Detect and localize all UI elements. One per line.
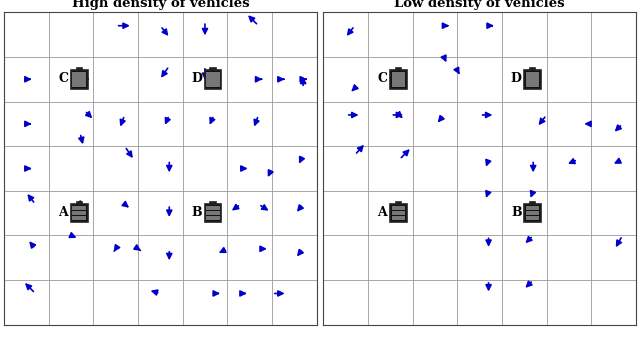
Bar (72, 77, 86, 82)
Bar (206, 77, 220, 82)
Bar (525, 206, 539, 210)
Title: High density of vehicles: High density of vehicles (72, 0, 249, 10)
Bar (396, 68, 401, 70)
Bar (524, 70, 541, 89)
Text: A: A (58, 206, 68, 219)
Bar (77, 68, 82, 70)
Text: C: C (378, 72, 387, 85)
Text: A: A (378, 206, 387, 219)
Bar (72, 82, 86, 87)
Bar (206, 211, 220, 215)
Bar (525, 72, 539, 76)
Bar (205, 204, 221, 222)
Bar (206, 206, 220, 210)
Bar (530, 202, 535, 204)
Title: Low density of vehicles: Low density of vehicles (394, 0, 565, 10)
Bar (525, 211, 539, 215)
Bar (211, 68, 216, 70)
Bar (530, 68, 535, 70)
Bar (392, 206, 405, 210)
Bar (211, 202, 216, 204)
Bar (392, 82, 405, 87)
Bar (392, 77, 405, 82)
Bar (390, 70, 407, 89)
Text: B: B (191, 206, 202, 219)
Bar (72, 216, 86, 220)
Bar (206, 72, 220, 76)
Text: C: C (58, 72, 68, 85)
Bar (396, 202, 401, 204)
Bar (525, 77, 539, 82)
Bar (72, 211, 86, 215)
Bar (524, 204, 541, 222)
Text: D: D (191, 72, 202, 85)
Text: D: D (511, 72, 522, 85)
Bar (390, 204, 407, 222)
Bar (206, 82, 220, 87)
Bar (70, 70, 88, 89)
Bar (392, 72, 405, 76)
Bar (525, 82, 539, 87)
Bar (205, 70, 221, 89)
Bar (72, 206, 86, 210)
Bar (392, 211, 405, 215)
Bar (392, 216, 405, 220)
Bar (77, 202, 82, 204)
Bar (70, 204, 88, 222)
Bar (72, 72, 86, 76)
Bar (206, 216, 220, 220)
Bar (525, 216, 539, 220)
Text: B: B (511, 206, 522, 219)
